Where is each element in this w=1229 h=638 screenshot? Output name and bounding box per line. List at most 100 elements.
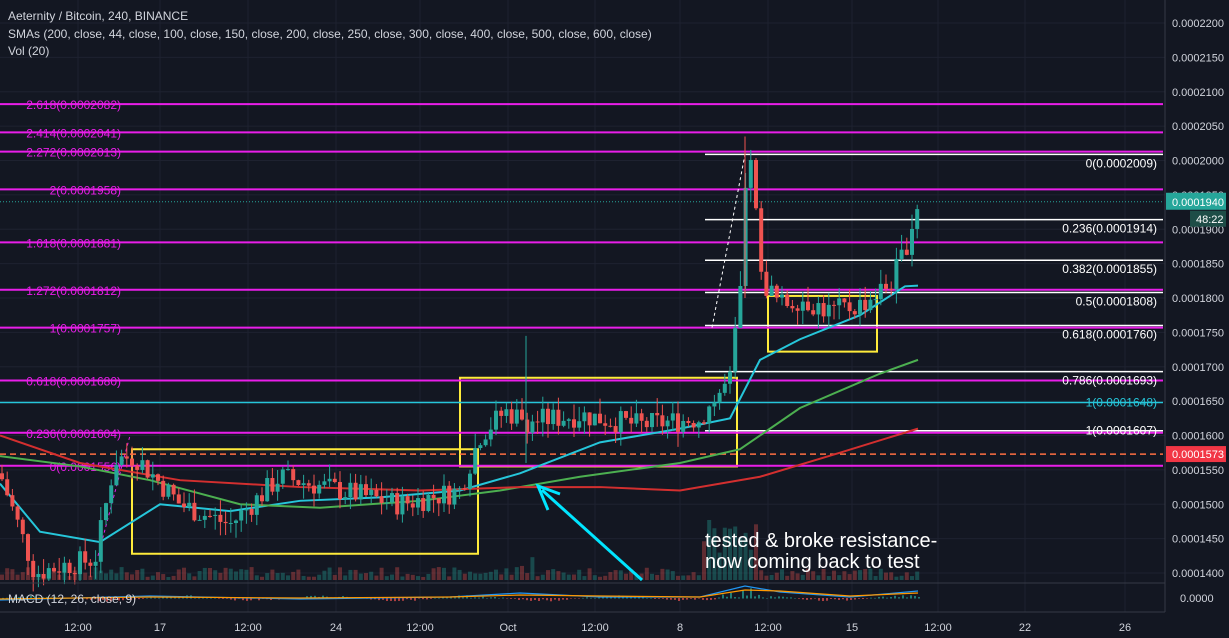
macd-histogram-bar [666, 598, 668, 600]
candle-body [686, 420, 691, 424]
volume-bar [234, 571, 238, 580]
macd-histogram-bar [470, 597, 472, 599]
macd-histogram-bar [770, 596, 772, 599]
candle-body [67, 562, 72, 573]
time-tick-label: 22 [1019, 622, 1031, 634]
macd-histogram-bar [374, 598, 376, 600]
candle-body [358, 484, 363, 500]
volume-bar [390, 574, 394, 580]
volume-bar [104, 573, 108, 580]
price-tick-label: 0.0002100 [1172, 87, 1224, 99]
macd-histogram-bar [862, 598, 864, 600]
macd-histogram-bar [562, 598, 564, 600]
macd-histogram-bar [514, 598, 516, 599]
volume-bar [369, 571, 374, 580]
volume-bar [442, 567, 446, 580]
macd-histogram-bar [894, 595, 896, 599]
volume-bar [384, 576, 389, 580]
volume-bar [535, 576, 540, 580]
candle-body [540, 408, 545, 423]
candle-body [681, 420, 686, 432]
candle-body [62, 562, 67, 573]
macd-histogram-bar [410, 598, 412, 600]
candle-body [52, 568, 56, 572]
macd-histogram-bar [750, 588, 752, 599]
candle-body [93, 561, 98, 566]
price-tick-label: 0.0001550 [1172, 465, 1224, 477]
volume-bar [681, 575, 686, 580]
volume-bar [894, 576, 899, 580]
volume-bar [312, 576, 316, 580]
macd-histogram-bar [502, 597, 504, 599]
macd-histogram-bar [766, 597, 768, 599]
candle-body [291, 469, 296, 481]
volume-bar [447, 576, 452, 580]
volume-bar [130, 574, 134, 580]
volume-bar [462, 573, 467, 580]
candle-body [0, 473, 4, 480]
volume-bar [452, 567, 457, 580]
macd-histogram-bar [594, 597, 596, 599]
candle-body [795, 308, 800, 311]
volume-bar [566, 574, 571, 580]
macd-histogram-bar [106, 598, 108, 602]
candle-body [286, 469, 290, 471]
candle-body [717, 392, 722, 403]
macd-histogram-bar [914, 595, 916, 599]
volume-bar [712, 528, 717, 580]
candle-body [260, 495, 264, 502]
macd-histogram-bar [690, 598, 692, 599]
volume-bar [728, 528, 732, 580]
volume-bar [660, 568, 665, 580]
time-tick-label: 12:00 [406, 622, 434, 634]
candle-body [416, 498, 420, 508]
volume-bar [816, 575, 821, 580]
macd-histogram-bar [650, 597, 652, 599]
time-tick-label: 12:00 [754, 622, 782, 634]
macd-histogram-bar [718, 597, 720, 599]
volume-bar [265, 573, 270, 580]
macd-histogram-bar [850, 598, 852, 600]
candle-body [104, 503, 108, 521]
macd-histogram-bar [822, 598, 824, 602]
candle-body [10, 495, 15, 507]
macd-histogram-bar [206, 597, 208, 599]
volume-bar [540, 574, 545, 580]
macd-histogram-bar [434, 597, 436, 599]
macd-histogram-bar [26, 596, 28, 599]
price-tick-label: 0.0002000 [1172, 156, 1224, 168]
macd-histogram-bar [714, 598, 716, 600]
volume-bar [592, 575, 597, 580]
candle-body [338, 482, 342, 500]
candle-body [561, 420, 566, 426]
volume-bar [150, 575, 155, 580]
candle-body [332, 478, 337, 483]
macd-histogram-bar [774, 597, 776, 599]
cyan-level-label: 1(0.0001648) [1086, 396, 1157, 410]
candle-body [639, 413, 644, 421]
macd-histogram-bar [522, 598, 524, 600]
volume-bar [774, 572, 779, 580]
macd-histogram-bar [98, 598, 100, 602]
volume-bar [218, 572, 223, 580]
candle-body [15, 506, 20, 520]
candle-body [296, 480, 301, 486]
chart-title: Aeternity / Bitcoin, 240, BINANCE [8, 9, 189, 23]
macd-histogram-bar [474, 597, 476, 599]
candle-body [494, 410, 498, 430]
macd-histogram-bar [86, 598, 88, 600]
candle-body [213, 514, 218, 516]
macd-histogram-bar [14, 596, 16, 599]
volume-bar [260, 576, 264, 580]
volume-bar [327, 567, 332, 580]
macd-histogram-bar [446, 596, 448, 599]
fib-level-label: 1(0.0001757) [50, 322, 121, 336]
candle-body [598, 413, 602, 424]
macd-histogram-bar [306, 596, 308, 599]
candle-body [400, 496, 405, 515]
volume-bar [551, 569, 556, 580]
time-tick-label: 12:00 [234, 622, 262, 634]
price-tick-label: 0.0001600 [1172, 431, 1224, 443]
volume-bar [582, 576, 587, 580]
